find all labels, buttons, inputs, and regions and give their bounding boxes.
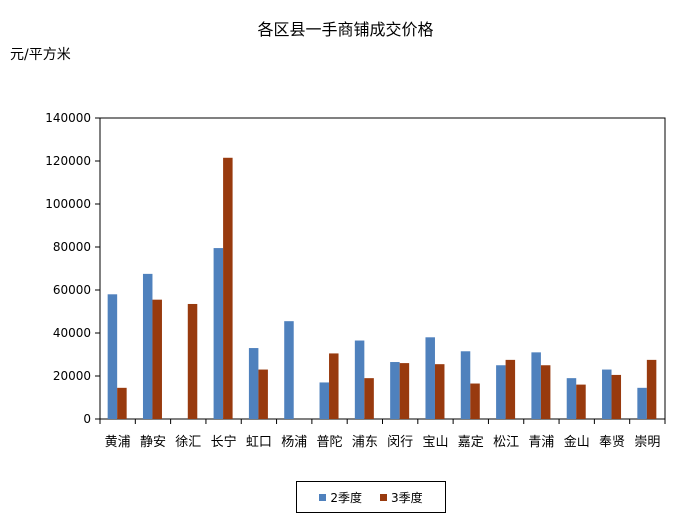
x-tick-label-14: 奉贤: [599, 435, 625, 450]
x-tick-label-3: 长宁: [211, 434, 237, 450]
legend-label-series-2: 3季度: [391, 490, 423, 505]
bar-series-2-11: [505, 359, 516, 419]
bar-series-1-6: [319, 382, 330, 419]
y-tick-label-5: 100000: [45, 197, 91, 211]
x-tick-label-12: 青浦: [528, 435, 554, 450]
bar-series-1-3: [213, 248, 224, 419]
bar-series-2-1: [152, 299, 162, 419]
bar-series-1-7: [354, 340, 365, 419]
plot-frame: [99, 117, 666, 420]
legend-label-series-1: 2季度: [330, 490, 362, 505]
x-tick-label-10: 嘉定: [458, 435, 484, 450]
legend: 2季度 3季度: [296, 481, 446, 513]
bar-series-1-12: [531, 352, 541, 419]
bar-series-2-4: [258, 369, 268, 419]
bar-series-1-4: [248, 348, 259, 419]
bar-series-2-2: [187, 303, 198, 419]
bar-series-2-13: [576, 384, 586, 419]
bar-series-1-10: [460, 351, 471, 419]
x-tick-label-9: 宝山: [422, 435, 448, 450]
y-axis-label: 元/平方米: [10, 47, 71, 63]
y-tick-label-6: 120000: [45, 154, 91, 168]
x-tick-label-0: 黄浦: [105, 435, 131, 450]
x-tick-label-2: 徐汇: [175, 435, 201, 450]
bar-series-1-1: [142, 273, 153, 419]
y-tick-label-4: 80000: [53, 240, 91, 254]
x-tick-label-8: 闵行: [387, 435, 413, 450]
y-tick-label-3: 60000: [53, 283, 91, 297]
legend-swatch-series-1: [319, 493, 327, 501]
bar-series-1-11: [496, 365, 506, 419]
bar-series-2-9: [434, 364, 445, 419]
bar-series-2-3: [223, 157, 233, 419]
bar-series-1-9: [425, 337, 435, 419]
x-tick-label-5: 杨浦: [281, 435, 307, 450]
legend-item-series-2: 3季度: [380, 489, 423, 506]
x-tick-label-11: 松江: [493, 435, 519, 450]
x-tick-label-4: 虹口: [246, 435, 272, 450]
bar-series-2-0: [117, 387, 127, 419]
x-tick-label-1: 静安: [140, 435, 166, 450]
x-tick-label-15: 崇明: [634, 435, 660, 450]
y-tick-label-7: 140000: [45, 111, 91, 125]
bar-series-1-0: [107, 294, 118, 419]
bar-series-1-14: [602, 369, 612, 419]
x-tick-label-7: 浦东: [352, 435, 378, 450]
bar-series-1-15: [637, 387, 647, 419]
legend-item-series-1: 2季度: [319, 489, 362, 506]
bar-series-2-15: [646, 359, 657, 419]
legend-swatch-series-2: [380, 493, 387, 501]
bar-series-2-12: [540, 365, 551, 419]
x-tick-label-6: 普陀: [317, 434, 343, 450]
bar-series-2-14: [611, 374, 622, 419]
bar-series-1-8: [390, 362, 400, 419]
y-tick-label-2: 40000: [53, 326, 91, 340]
bar-series-1-13: [566, 378, 577, 419]
y-tick-label-0: 0: [83, 412, 91, 426]
bar-series-2-10: [470, 383, 480, 419]
bar-series-2-6: [329, 353, 339, 419]
x-tick-label-13: 金山: [564, 434, 590, 450]
chart-title: 各区县一手商铺成交价格: [257, 20, 434, 39]
bar-series-2-8: [399, 363, 410, 419]
bar-series-1-5: [284, 321, 294, 419]
y-tick-label-1: 20000: [53, 369, 91, 383]
bar-series-2-7: [364, 378, 374, 419]
